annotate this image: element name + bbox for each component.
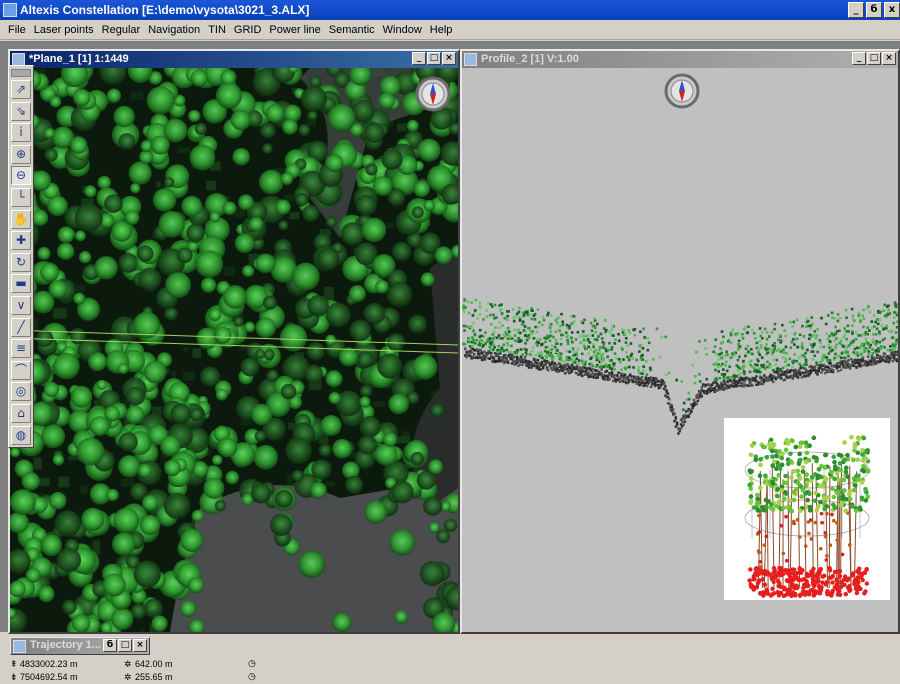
- move-cross-tool-icon: ✚: [15, 233, 27, 248]
- select-arrow-tool-icon: ⇗: [15, 82, 27, 96]
- profile-view-canvas[interactable]: [462, 68, 898, 632]
- menu-power-line[interactable]: Power line: [269, 23, 321, 36]
- select-arrow-tool-button[interactable]: ⇗: [11, 80, 31, 99]
- menu-regular[interactable]: Regular: [101, 23, 141, 36]
- menu-file[interactable]: File: [8, 23, 26, 36]
- profile-window: Profile_2 [1] V:1.00 _ □ ×: [460, 49, 900, 634]
- measure-tool-icon: └: [17, 190, 25, 204]
- profile-line-2: [10, 337, 458, 354]
- layers-tool-icon: ≡: [15, 341, 27, 356]
- menu-semantic[interactable]: Semantic: [328, 23, 375, 36]
- compass-icon[interactable]: [415, 76, 451, 112]
- menu-help[interactable]: Help: [429, 23, 453, 36]
- globe-tool-button[interactable]: ◍: [11, 425, 31, 445]
- profile-window-icon: [464, 53, 477, 66]
- menu-bar: File Laser points Regular Navigation TIN…: [0, 20, 900, 40]
- curve-tool-icon: ⌒: [14, 362, 27, 377]
- building-tool-icon: ⌂: [17, 406, 25, 420]
- tree-3d-inset: [724, 418, 890, 600]
- measure-tool-button[interactable]: └: [11, 188, 31, 207]
- app-title: Altexis Constellation [E:\demo\vysota\30…: [20, 3, 310, 17]
- profile-ground-points: [464, 347, 898, 435]
- rotate-tool-button[interactable]: ↻: [11, 252, 31, 272]
- restore-button[interactable]: б: [866, 2, 882, 18]
- close-button[interactable]: x: [884, 2, 900, 18]
- east-coordinate: 7504692.54 m: [20, 672, 78, 682]
- pan-hand-tool-icon: ✋: [13, 211, 29, 226]
- plane-minimize-button[interactable]: _: [412, 52, 426, 65]
- info-tool-icon: i: [19, 125, 23, 140]
- menu-navigation[interactable]: Navigation: [148, 23, 201, 36]
- east-icon: ⇟: [10, 672, 18, 682]
- north-coordinate: 4833002.23 m: [20, 659, 78, 669]
- zoom-in-tool-button[interactable]: ⊕: [11, 144, 31, 164]
- inset-ground-points: [747, 507, 870, 599]
- profile-window-title-bar[interactable]: Profile_2 [1] V:1.00 _ □ ×: [462, 51, 898, 68]
- zoom-in-tool-icon: ⊕: [15, 146, 27, 161]
- mdi-workspace: *Plane_1 [1] 1:1449 _ □ ×: [0, 41, 900, 634]
- building-tool-button[interactable]: ⌂: [11, 404, 31, 423]
- select-area-tool-button[interactable]: ⇘: [11, 101, 31, 121]
- trajectory-restore-button[interactable]: б: [103, 639, 117, 652]
- trajectory-window-icon: [13, 640, 26, 653]
- trajectory-close-button[interactable]: ×: [133, 639, 147, 652]
- plane-window-title-bar[interactable]: *Plane_1 [1] 1:1449 _ □ ×: [10, 51, 458, 68]
- profile-close-button[interactable]: ×: [882, 52, 896, 65]
- point-cloud-plan-view[interactable]: [10, 68, 458, 632]
- menu-window[interactable]: Window: [382, 23, 422, 36]
- zoom-out-tool-button[interactable]: ⊖: [11, 166, 31, 186]
- north-icon: ⇞: [10, 659, 18, 669]
- tools-toolbar: ⇗ ⇘ i ⊕ ⊖ └ ✋ ✚ ↻ ▬ ∨ ╱ ≡ ⌒ ◎ ⌂ ◍: [8, 65, 34, 448]
- info-tool-button[interactable]: i: [11, 123, 31, 143]
- profile-tool-icon: ∨: [16, 298, 26, 312]
- app-title-bar: Altexis Constellation [E:\demo\vysota\30…: [0, 0, 900, 20]
- profile-line-1: [10, 329, 458, 346]
- trajectory-maximize-button[interactable]: □: [118, 639, 132, 652]
- clock-icon: ◷: [248, 658, 256, 668]
- toolbar-grip[interactable]: [11, 69, 31, 77]
- search-zoom-tool-icon: ◎: [15, 384, 27, 399]
- layers-tool-button[interactable]: ≡: [11, 339, 31, 359]
- window-controls: _ б x: [848, 2, 900, 18]
- plane-window-title: *Plane_1 [1] 1:1449: [29, 53, 129, 65]
- profile-maximize-button[interactable]: □: [867, 52, 881, 65]
- inset-crown-points: [747, 434, 871, 514]
- menu-grid[interactable]: GRID: [233, 23, 262, 36]
- profile-minimize-button[interactable]: _: [852, 52, 866, 65]
- height2-value: 255.65 m: [135, 672, 173, 682]
- classify-tool-button[interactable]: ▬: [11, 274, 31, 294]
- height-value: 642.00 m: [135, 659, 173, 669]
- menu-tin[interactable]: TIN: [208, 23, 226, 36]
- height-icon: ✲: [124, 659, 132, 669]
- height2-icon: ✲: [124, 672, 132, 682]
- plane-maximize-button[interactable]: □: [427, 52, 441, 65]
- app-icon: [3, 3, 17, 17]
- plane-view-canvas[interactable]: [10, 68, 458, 632]
- curve-tool-button[interactable]: ⌒: [11, 360, 31, 380]
- line-tool-icon: ╱: [17, 319, 25, 334]
- profile-cross-section[interactable]: [462, 68, 898, 632]
- trajectory-window-title: Trajectory 1...: [30, 639, 101, 651]
- minimize-button[interactable]: _: [848, 2, 864, 18]
- move-cross-tool-button[interactable]: ✚: [11, 231, 31, 251]
- pan-hand-tool-button[interactable]: ✋: [11, 209, 31, 229]
- search-zoom-tool-button[interactable]: ◎: [11, 382, 31, 402]
- status-bar: ⇞ 4833002.23 m ⇟ 7504692.54 m ✲ 642.00 m…: [0, 656, 900, 684]
- trajectory-window-minimized[interactable]: Trajectory 1... б □ ×: [10, 637, 150, 655]
- profile-window-title: Profile_2 [1] V:1.00: [481, 53, 579, 65]
- zoom-out-tool-icon: ⊖: [15, 168, 27, 183]
- plane-window: *Plane_1 [1] 1:1449 _ □ ×: [8, 49, 460, 634]
- menu-laser-points[interactable]: Laser points: [33, 23, 94, 36]
- plane-close-button[interactable]: ×: [442, 52, 456, 65]
- profile-compass-icon[interactable]: [664, 73, 700, 109]
- select-area-tool-icon: ⇘: [15, 103, 27, 118]
- profile-vegetation-points: [462, 298, 898, 412]
- globe-tool-icon: ◍: [15, 427, 27, 442]
- classify-tool-icon: ▬: [15, 276, 27, 291]
- rotate-tool-icon: ↻: [15, 254, 27, 269]
- clock-icon-2: ◷: [248, 671, 256, 681]
- profile-tool-button[interactable]: ∨: [11, 296, 31, 315]
- line-tool-button[interactable]: ╱: [11, 317, 31, 337]
